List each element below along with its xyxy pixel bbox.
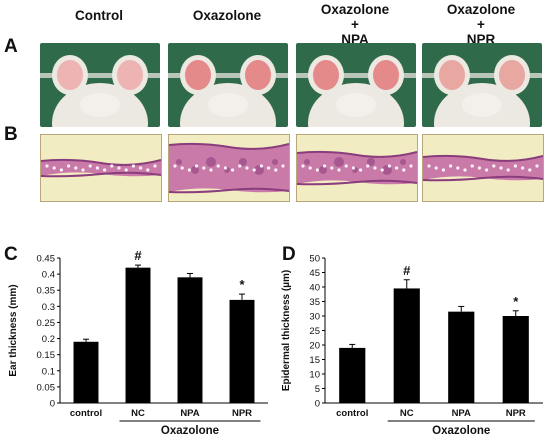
y-tick-label: 5 <box>315 384 320 395</box>
column-header-oxazolone-npa: Oxazolone + NPA <box>292 2 418 47</box>
ear-photo-oxazolone-npa <box>296 43 416 127</box>
y-tick-label: 0.3 <box>42 302 55 313</box>
column-header-line: Oxazolone <box>320 2 390 17</box>
significance-marker: # <box>403 263 411 278</box>
significance-marker: # <box>134 248 142 263</box>
bar-npr <box>502 316 529 403</box>
x-tick-label: NPA <box>180 408 199 419</box>
y-tick-label: 20 <box>309 341 320 352</box>
y-axis-label: Epidermal thickness (µm) <box>281 270 292 391</box>
y-tick-label: 0.1 <box>42 366 55 377</box>
y-tick-label: 0.05 <box>37 382 56 393</box>
panel-label-c: C <box>4 244 18 265</box>
bar-control <box>73 341 99 403</box>
x-tick-label: control <box>336 408 368 419</box>
x-tick-label: control <box>70 408 102 419</box>
histology-section-oxazolone-npa <box>296 134 418 202</box>
y-tick-label: 0.25 <box>37 318 56 329</box>
y-tick-label: 0.35 <box>37 286 56 297</box>
y-tick-label: 15 <box>309 355 320 366</box>
y-tick-label: 50 <box>309 254 320 265</box>
y-tick-label: 0 <box>50 399 55 410</box>
column-header-line: Oxazolone <box>192 8 262 23</box>
column-header-control: Control <box>36 8 162 23</box>
y-tick-label: 10 <box>309 370 320 381</box>
histology-section-oxazolone-npr <box>422 134 544 202</box>
ear-photo-oxazolone-npr <box>422 43 542 127</box>
x-tick-label: NC <box>131 408 145 419</box>
y-tick-label: 0.15 <box>37 350 56 361</box>
ear-photo-oxazolone <box>168 43 288 127</box>
x-tick-label: NPR <box>232 408 252 419</box>
column-header-plus: + <box>351 17 359 32</box>
bar-npr <box>229 299 255 403</box>
y-tick-label: 0.4 <box>42 270 55 281</box>
histology-section-control <box>40 134 162 202</box>
epidermal-thickness-chart: 0 5 10 15 20 25 30 35 40 45 50 Epidermal thickness … <box>281 254 543 437</box>
y-tick-label: 0.2 <box>42 334 55 345</box>
x-tick-label: NC <box>400 408 414 419</box>
panel-label-b: B <box>4 124 18 145</box>
x-axis-label: Oxazolone <box>161 425 219 437</box>
bar-npa <box>177 277 203 403</box>
ear-photo-control <box>40 43 160 127</box>
column-header-line: Oxazolone <box>446 2 516 17</box>
y-tick-label: 40 <box>309 283 320 294</box>
y-tick-label: 0 <box>315 399 320 410</box>
bar-control <box>339 347 366 403</box>
y-tick-label: 25 <box>309 326 320 337</box>
column-header-oxazolone: Oxazolone <box>164 8 290 23</box>
y-tick-label: 30 <box>309 312 320 323</box>
ear-thickness-chart: 0 0.05 0.1 0.15 0.2 0.25 0.3 0.35 0.4 0.45 Ear thi… <box>8 248 268 437</box>
bar-npa <box>448 311 475 403</box>
significance-marker: * <box>239 277 245 292</box>
y-axis-label: Ear thickness (mm) <box>8 284 19 376</box>
x-tick-label: NPR <box>506 408 526 419</box>
bar-nc <box>125 267 151 403</box>
x-axis-label: Oxazolone <box>432 425 490 437</box>
histology-section-oxazolone <box>168 134 290 202</box>
column-header-line: Control <box>75 8 123 23</box>
y-tick-label: 0.45 <box>37 254 56 265</box>
y-tick-label: 45 <box>309 268 320 279</box>
y-tick-label: 35 <box>309 297 320 308</box>
bar-nc <box>393 288 420 403</box>
x-tick-label: NPA <box>452 408 471 419</box>
column-header-oxazolone-npr: Oxazolone + NPR <box>418 2 544 47</box>
panel-label-d: D <box>282 244 296 265</box>
significance-marker: * <box>513 294 519 309</box>
panel-label-a: A <box>4 36 18 57</box>
column-header-plus: + <box>477 17 485 32</box>
